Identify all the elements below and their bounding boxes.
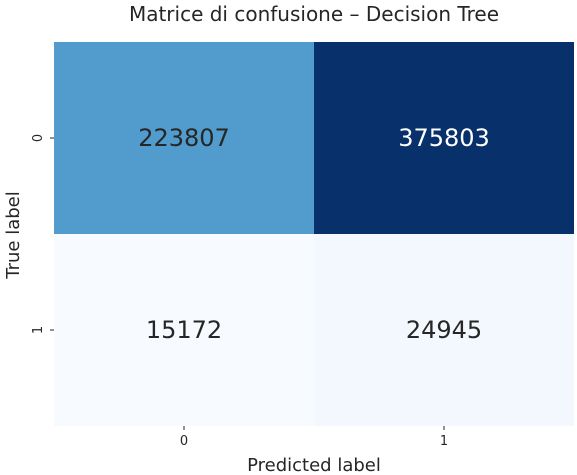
chart-title: Matrice di confusione – Decision Tree [129,2,499,26]
cell-value-label-r0-c0: 223807 [138,124,230,152]
heatmap-cell-r0-c0 [54,42,314,234]
cell-value-label-r1-c0: 15172 [146,316,222,344]
y-axis-ticks: 01 [31,134,54,334]
y-tick-label-0: 0 [31,134,46,142]
y-axis-label: True label [3,191,24,280]
heatmap-cell-labels: 223807 375803 15172 24945 [138,124,490,344]
x-axis-label: Predicted label [247,455,381,475]
heatmap-cell-r1-c0 [54,234,314,426]
x-tick-label-0: 0 [180,434,188,449]
heatmap-cell-r0-c1 [314,42,574,234]
cell-value-label-r1-c1: 24945 [406,316,482,344]
y-tick-label-1: 1 [31,326,46,334]
heatmap-cells [54,42,574,426]
x-tick-label-1: 1 [440,434,448,449]
heatmap-cell-r1-c1 [314,234,574,426]
cell-value-label-r0-c1: 375803 [398,124,490,152]
